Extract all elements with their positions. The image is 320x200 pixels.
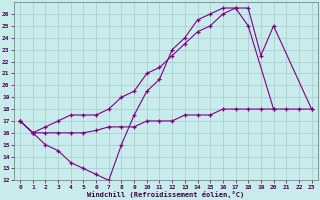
X-axis label: Windchill (Refroidissement éolien,°C): Windchill (Refroidissement éolien,°C) (87, 191, 244, 198)
